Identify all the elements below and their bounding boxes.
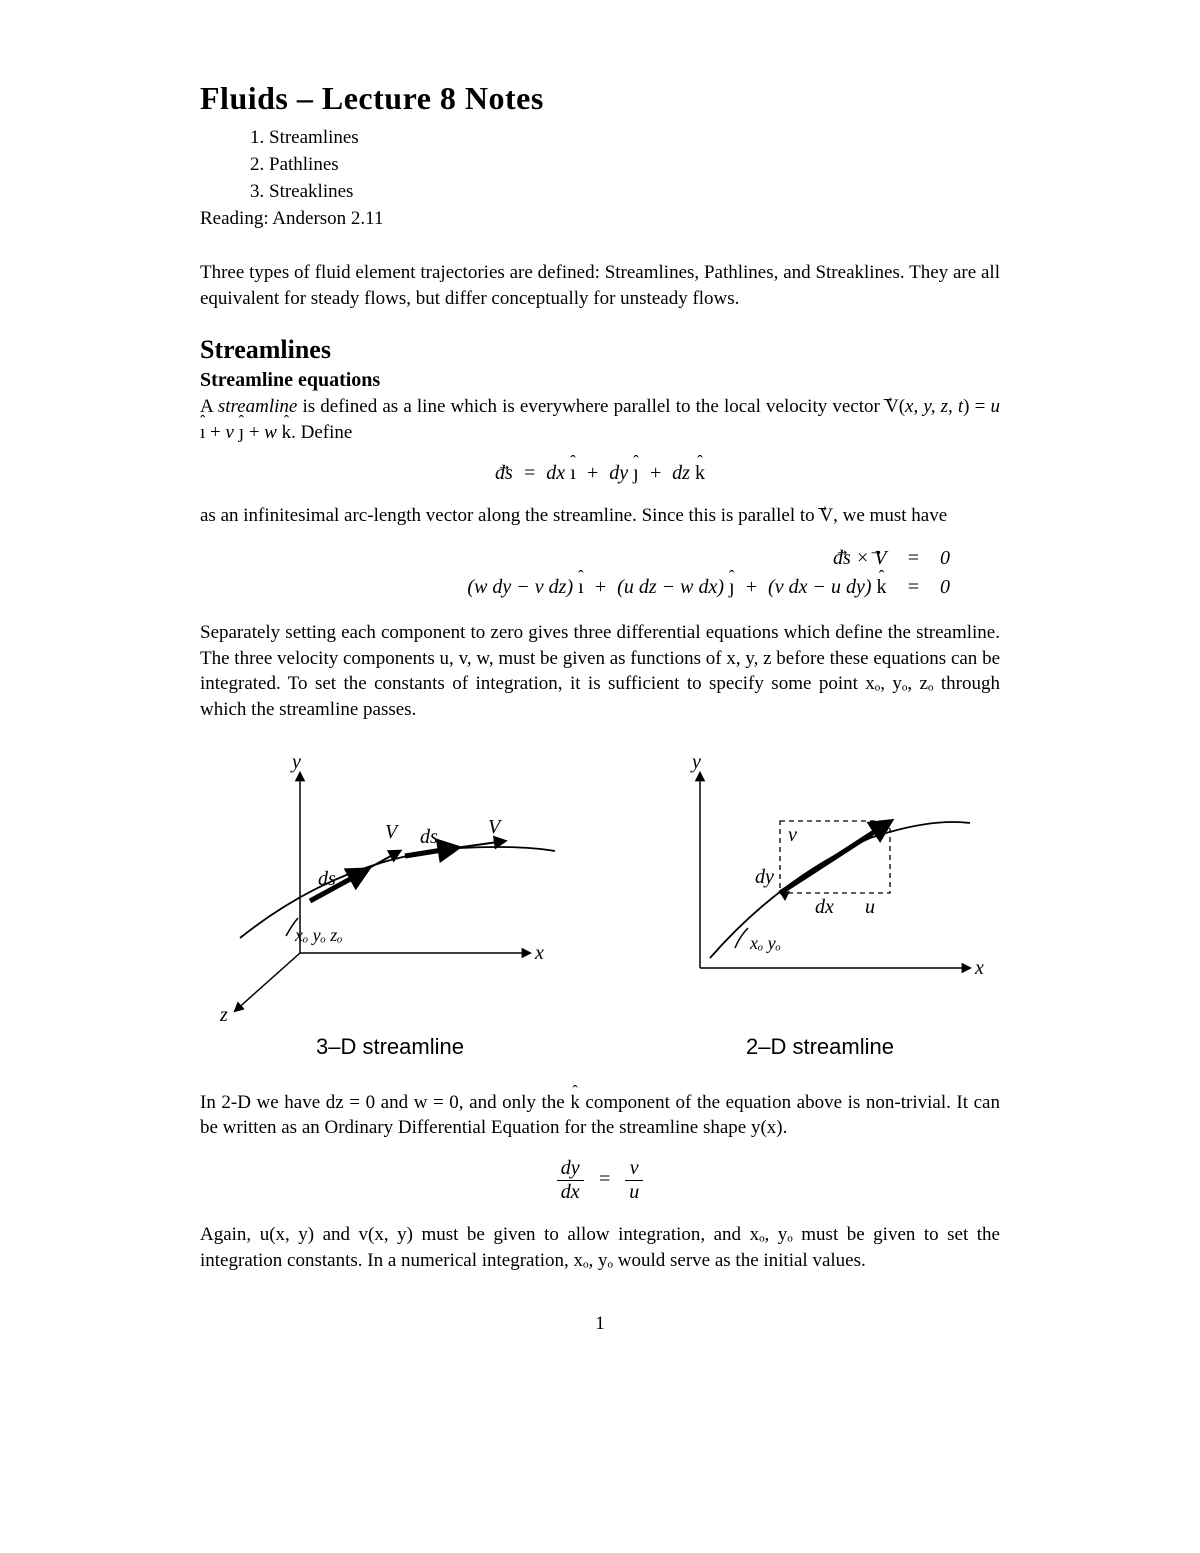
label-v: v: [788, 824, 797, 846]
label-u: u: [865, 896, 875, 918]
streamline-curve-3d: [240, 847, 555, 938]
section-heading-streamlines: Streamlines: [200, 335, 1000, 365]
equation-cross-product: ds × V = 0 (w dy − v dz) ı + (u dz − w d…: [457, 544, 1000, 602]
subheading-streamline-equations: Streamline equations: [200, 369, 1000, 392]
ode-den-lhs: dx: [557, 1180, 584, 1204]
label-z: z: [219, 1004, 228, 1023]
frac-dy-dx: dy dx: [557, 1157, 584, 1204]
figure-2d-streamline: y x xₒ yₒ v dy dx u 2–D streamline: [640, 743, 1000, 1060]
equation-ds-vector: ds = dx ı + dy ȷ + dz k: [200, 462, 1000, 485]
label-y: y: [290, 751, 301, 773]
symbol-V-vec-2: V: [819, 503, 833, 529]
intro-paragraph: Three types of fluid element trajectorie…: [200, 260, 1000, 311]
label-dx: dx: [815, 896, 834, 918]
para-2d: In 2-D we have dz = 0 and w = 0, and onl…: [200, 1090, 1000, 1141]
para2-post: , we must have: [833, 505, 947, 526]
label-ds-1: ds⃗: [318, 868, 351, 890]
toc-item-2: 2. Pathlines: [250, 154, 1000, 176]
toc-item-3: 3. Streaklines: [250, 181, 1000, 203]
toc-item-1: 1. Streamlines: [250, 127, 1000, 149]
eq-cross-lhs1: ds × V: [457, 544, 896, 573]
eq-cross-rhs1: 0: [930, 544, 960, 573]
ode-num-lhs: dy: [557, 1157, 584, 1180]
label-x: x: [534, 942, 544, 964]
svg-2d-streamline: y x xₒ yₒ v dy dx u: [640, 743, 1000, 1023]
page: Fluids – Lecture 8 Notes 1. Streamlines …: [100, 0, 1100, 1375]
equation-ode: dy dx = v u: [200, 1157, 1000, 1204]
para-streamline-def: A streamline is defined as a line which …: [200, 394, 1000, 445]
arrow-V-1: [360, 851, 400, 873]
para1-tail: . Define: [291, 422, 352, 443]
para2-pre: as an infinitesimal arc-length vector al…: [200, 505, 819, 526]
caption-2d: 2–D streamline: [640, 1034, 1000, 1060]
label-y-2d: y: [690, 751, 701, 773]
ode-num-rhs: v: [625, 1157, 643, 1180]
reading-line: Reading: Anderson 2.11: [200, 208, 1000, 230]
para-integration: Again, u(x, y) and v(x, y) must be given…: [200, 1222, 1000, 1273]
eq-cross-lhs2: (w dy − v dz) ı + (u dz − w dx) ȷ + (v d…: [457, 573, 896, 602]
caption-3d: 3–D streamline: [200, 1034, 580, 1060]
symbol-k-hat: k: [570, 1090, 580, 1116]
symbol-V-vec: V: [885, 394, 899, 420]
ode-den-rhs: u: [625, 1180, 643, 1204]
page-number: 1: [200, 1313, 1000, 1335]
arrow-ds-2: [405, 848, 455, 856]
table-of-contents: 1. Streamlines 2. Pathlines 3. Streaklin…: [250, 127, 1000, 203]
para-components: Separately setting each component to zer…: [200, 620, 1000, 723]
para4-pre: In 2-D we have dz = 0 and w = 0, and onl…: [200, 1092, 570, 1113]
axis-z: [235, 953, 300, 1011]
label-V-2: V⃗: [488, 816, 516, 838]
page-title: Fluids – Lecture 8 Notes: [200, 80, 1000, 117]
para-arc-length: as an infinitesimal arc-length vector al…: [200, 503, 1000, 529]
figure-row: y x z ds⃗ V⃗ ds⃗ V⃗ xₒ yₒ zₒ 3–D: [200, 743, 1000, 1060]
streamline-curve-2d: [710, 822, 970, 958]
label-xo-yo-zo: xₒ yₒ zₒ: [294, 925, 342, 945]
label-V-1: V⃗: [385, 821, 413, 843]
svg-3d-streamline: y x z ds⃗ V⃗ ds⃗ V⃗ xₒ yₒ zₒ: [200, 743, 580, 1023]
para1-post: is defined as a line which is everywhere…: [297, 396, 885, 417]
label-xo-yo: xₒ yₒ: [749, 933, 781, 953]
point-tick-2d: [735, 928, 748, 948]
figure-3d-streamline: y x z ds⃗ V⃗ ds⃗ V⃗ xₒ yₒ zₒ 3–D: [200, 743, 580, 1060]
label-dy: dy: [755, 866, 774, 888]
label-x-2d: x: [974, 957, 984, 979]
label-ds-2: ds⃗: [420, 826, 453, 848]
frac-v-u: v u: [625, 1157, 643, 1204]
eq-cross-rhs2: 0: [930, 573, 960, 602]
